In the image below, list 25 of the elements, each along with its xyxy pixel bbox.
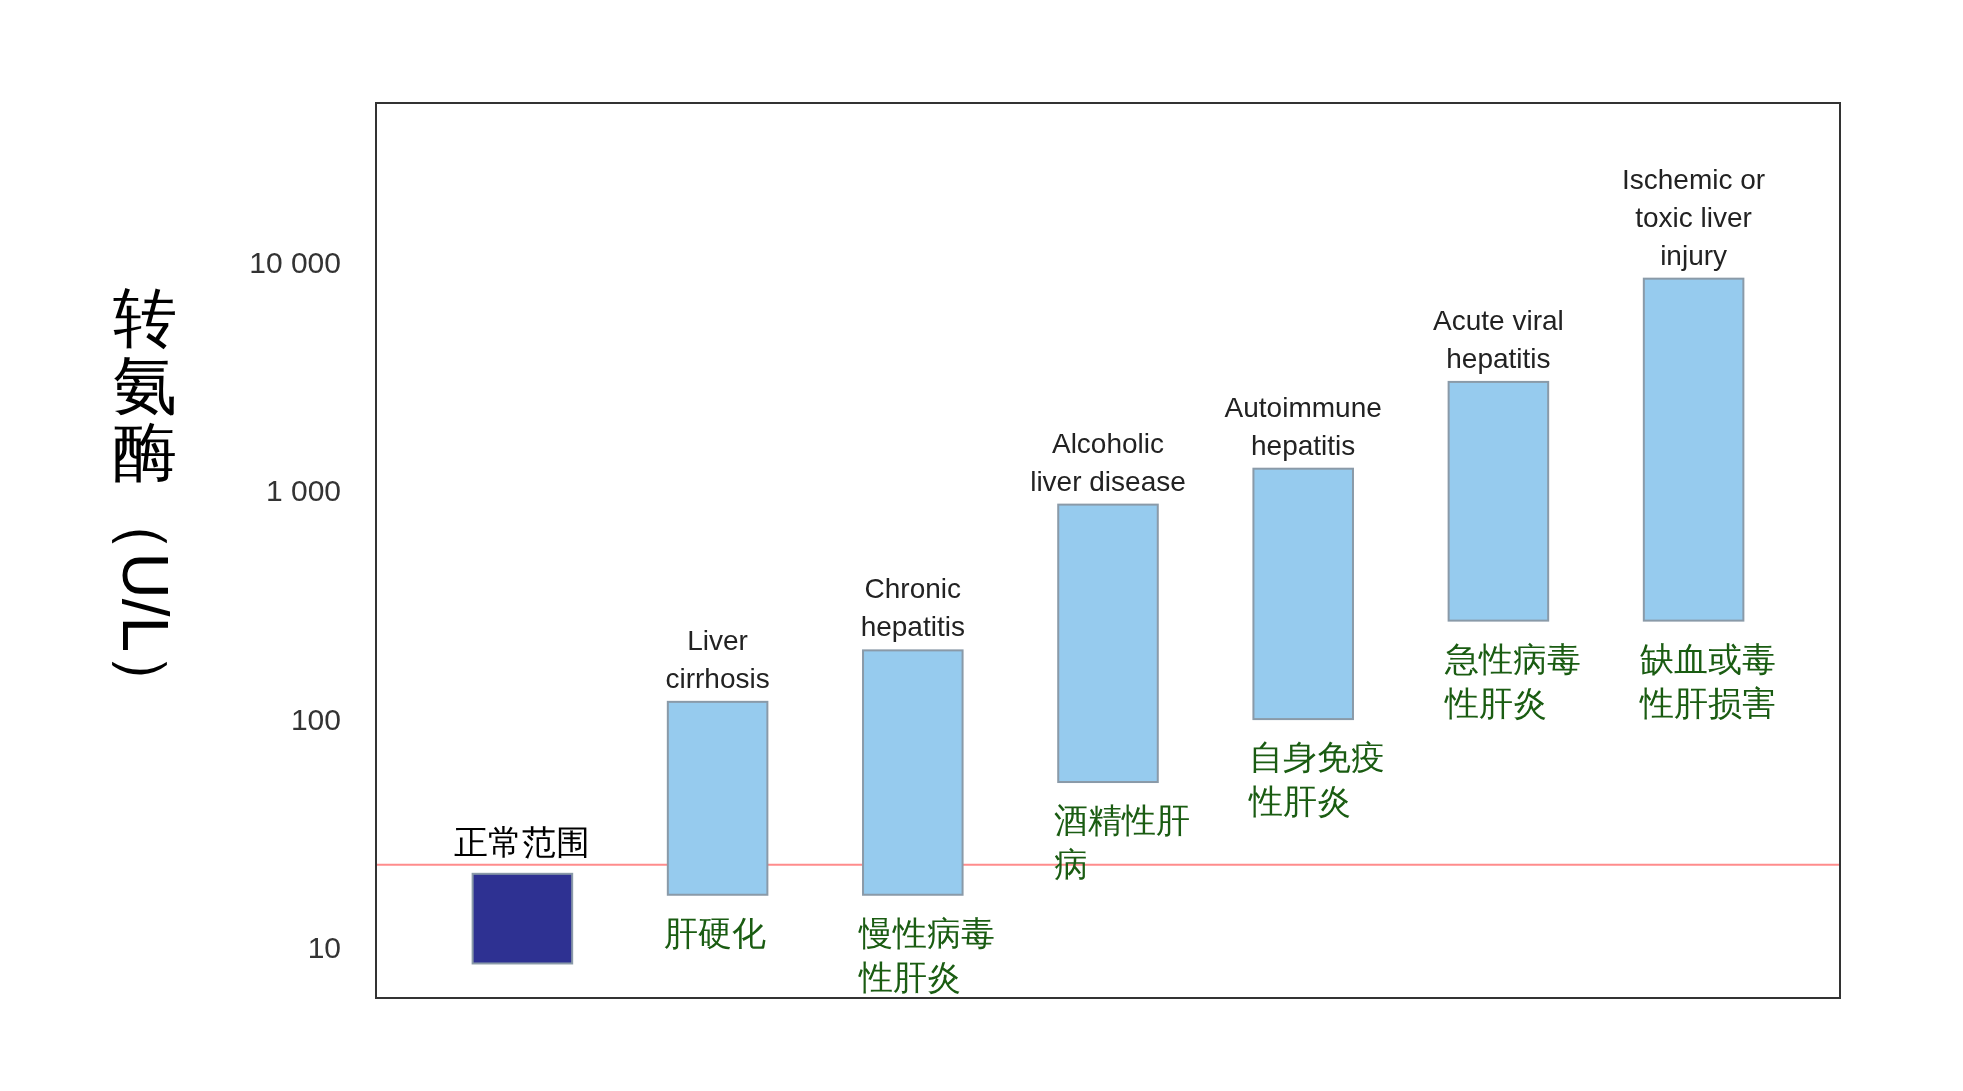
x-tick-label: 慢性病毒性肝炎: [858, 913, 996, 996]
y-tick-label: 10: [307, 930, 341, 964]
bar: [862, 649, 964, 896]
x-tick-label: 缺血或毒性肝损害: [1638, 639, 1776, 722]
bar: [666, 700, 769, 896]
annotation: Chronic hepatitis: [860, 573, 965, 643]
annotation: Ischemic or toxic liver injury: [1622, 163, 1766, 271]
y-axis-title: 转氨酶（U/L）: [109, 281, 181, 717]
x-tick-label: 肝硬化: [663, 913, 766, 952]
annotation: Alcoholic liver disease: [1030, 427, 1186, 497]
y-tick-label: 1 000: [265, 474, 341, 508]
bar: [471, 872, 574, 965]
y-tick-label: 100: [290, 702, 341, 736]
y-tick-label: 10 000: [249, 246, 341, 280]
annotation: Liver cirrhosis: [665, 624, 770, 694]
annotation: Acute viral hepatitis: [1433, 304, 1564, 374]
bar: [1642, 277, 1745, 622]
bar: [1057, 503, 1159, 784]
x-tick-label: 酒精性肝病: [1054, 801, 1191, 884]
x-tick-label: 正常范围: [454, 822, 591, 861]
x-tick-label: 自身免疫性肝炎: [1248, 738, 1386, 821]
bar: [1252, 467, 1354, 721]
annotation: Autoimmune hepatitis: [1224, 391, 1382, 461]
bar: [1447, 380, 1550, 622]
x-tick-label: 急性病毒性肝炎: [1443, 639, 1581, 722]
